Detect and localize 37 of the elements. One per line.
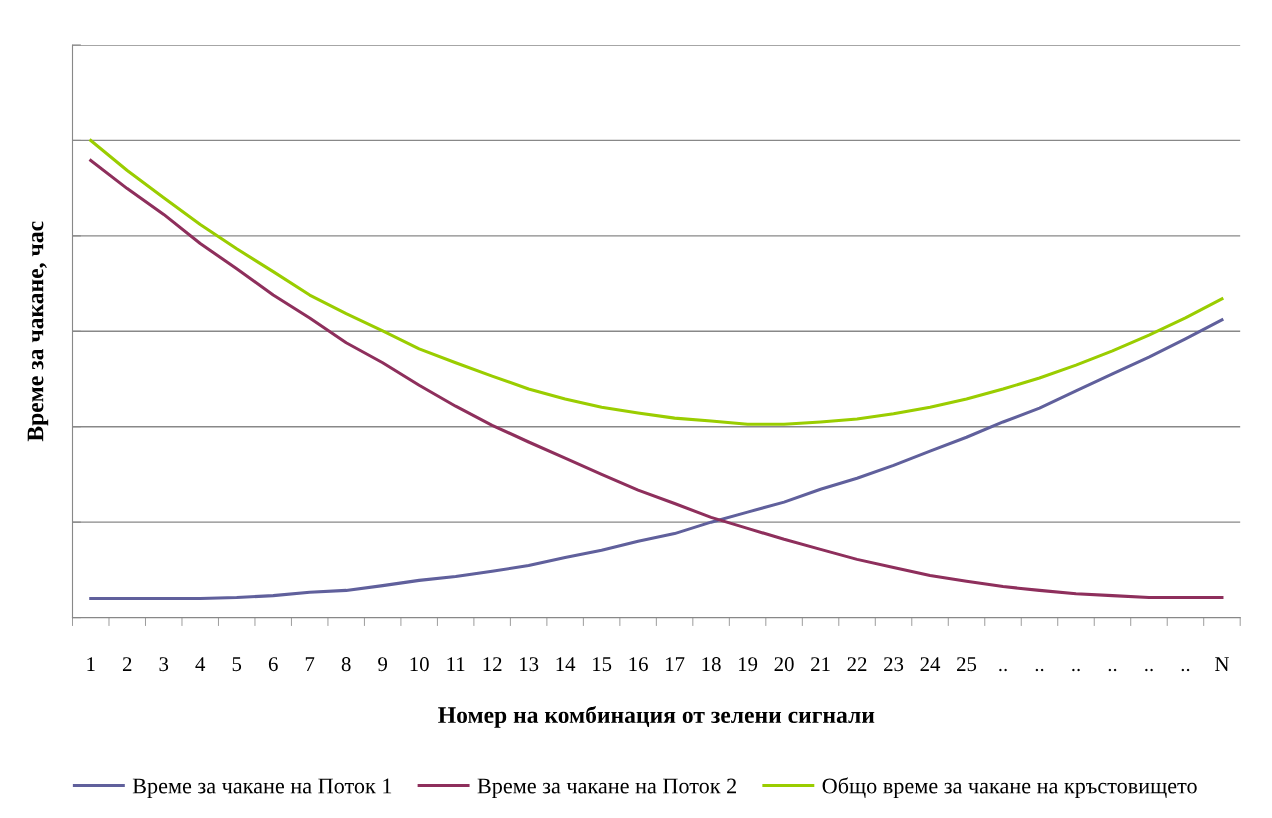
legend-label: Време за чакане на Поток 2 bbox=[477, 778, 736, 798]
x-tick-label: 15 bbox=[593, 657, 612, 672]
x-tick-label: 10 bbox=[410, 657, 429, 672]
x-tick-label: 14 bbox=[556, 657, 576, 671]
x-tick-label: .. bbox=[999, 668, 1007, 672]
x-tick-label: 18 bbox=[702, 657, 721, 672]
x-tick-label: 12 bbox=[483, 657, 502, 671]
x-tick-label: 17 bbox=[666, 657, 685, 671]
x-tick-label: .. bbox=[1181, 668, 1190, 672]
legend-label: Общо време за чакане на кръстовището bbox=[822, 777, 1197, 798]
x-tick-label: 11 bbox=[447, 657, 465, 671]
x-tick-label: 7 bbox=[305, 657, 315, 671]
x-tick-label: 9 bbox=[378, 657, 388, 672]
x-tick-label: N bbox=[1215, 657, 1229, 671]
x-tick-label: 6 bbox=[268, 657, 278, 672]
x-axis-title: Номер на комбинация от зелени сигнали bbox=[438, 705, 875, 728]
legend-label: Време за чакане на Поток 1 bbox=[132, 778, 392, 798]
x-tick-label: .. bbox=[1072, 668, 1080, 672]
x-tick-label: 1 bbox=[87, 657, 95, 671]
x-tick-label: 3 bbox=[159, 657, 169, 672]
x-tick-label: 4 bbox=[195, 657, 206, 671]
x-tick-label: 23 bbox=[884, 657, 904, 672]
x-tick-label: .. bbox=[1035, 668, 1044, 672]
y-axis-title: Време за чакане, час bbox=[27, 221, 49, 442]
x-tick-label: 5 bbox=[232, 657, 242, 672]
x-tick-label: 22 bbox=[847, 657, 867, 671]
x-tick-label: 8 bbox=[341, 657, 351, 672]
x-tick-label: 19 bbox=[738, 657, 758, 672]
x-tick-label: .. bbox=[1108, 668, 1117, 672]
x-tick-label: 2 bbox=[122, 657, 132, 671]
x-tick-label: .. bbox=[1145, 668, 1153, 672]
x-tick-label: 20 bbox=[774, 657, 794, 672]
x-tick-label: 16 bbox=[629, 657, 648, 672]
x-tick-label: 24 bbox=[920, 657, 941, 671]
x-tick-label: 21 bbox=[811, 657, 830, 671]
x-tick-label: 13 bbox=[520, 657, 539, 672]
x-tick-label: 25 bbox=[957, 657, 977, 672]
